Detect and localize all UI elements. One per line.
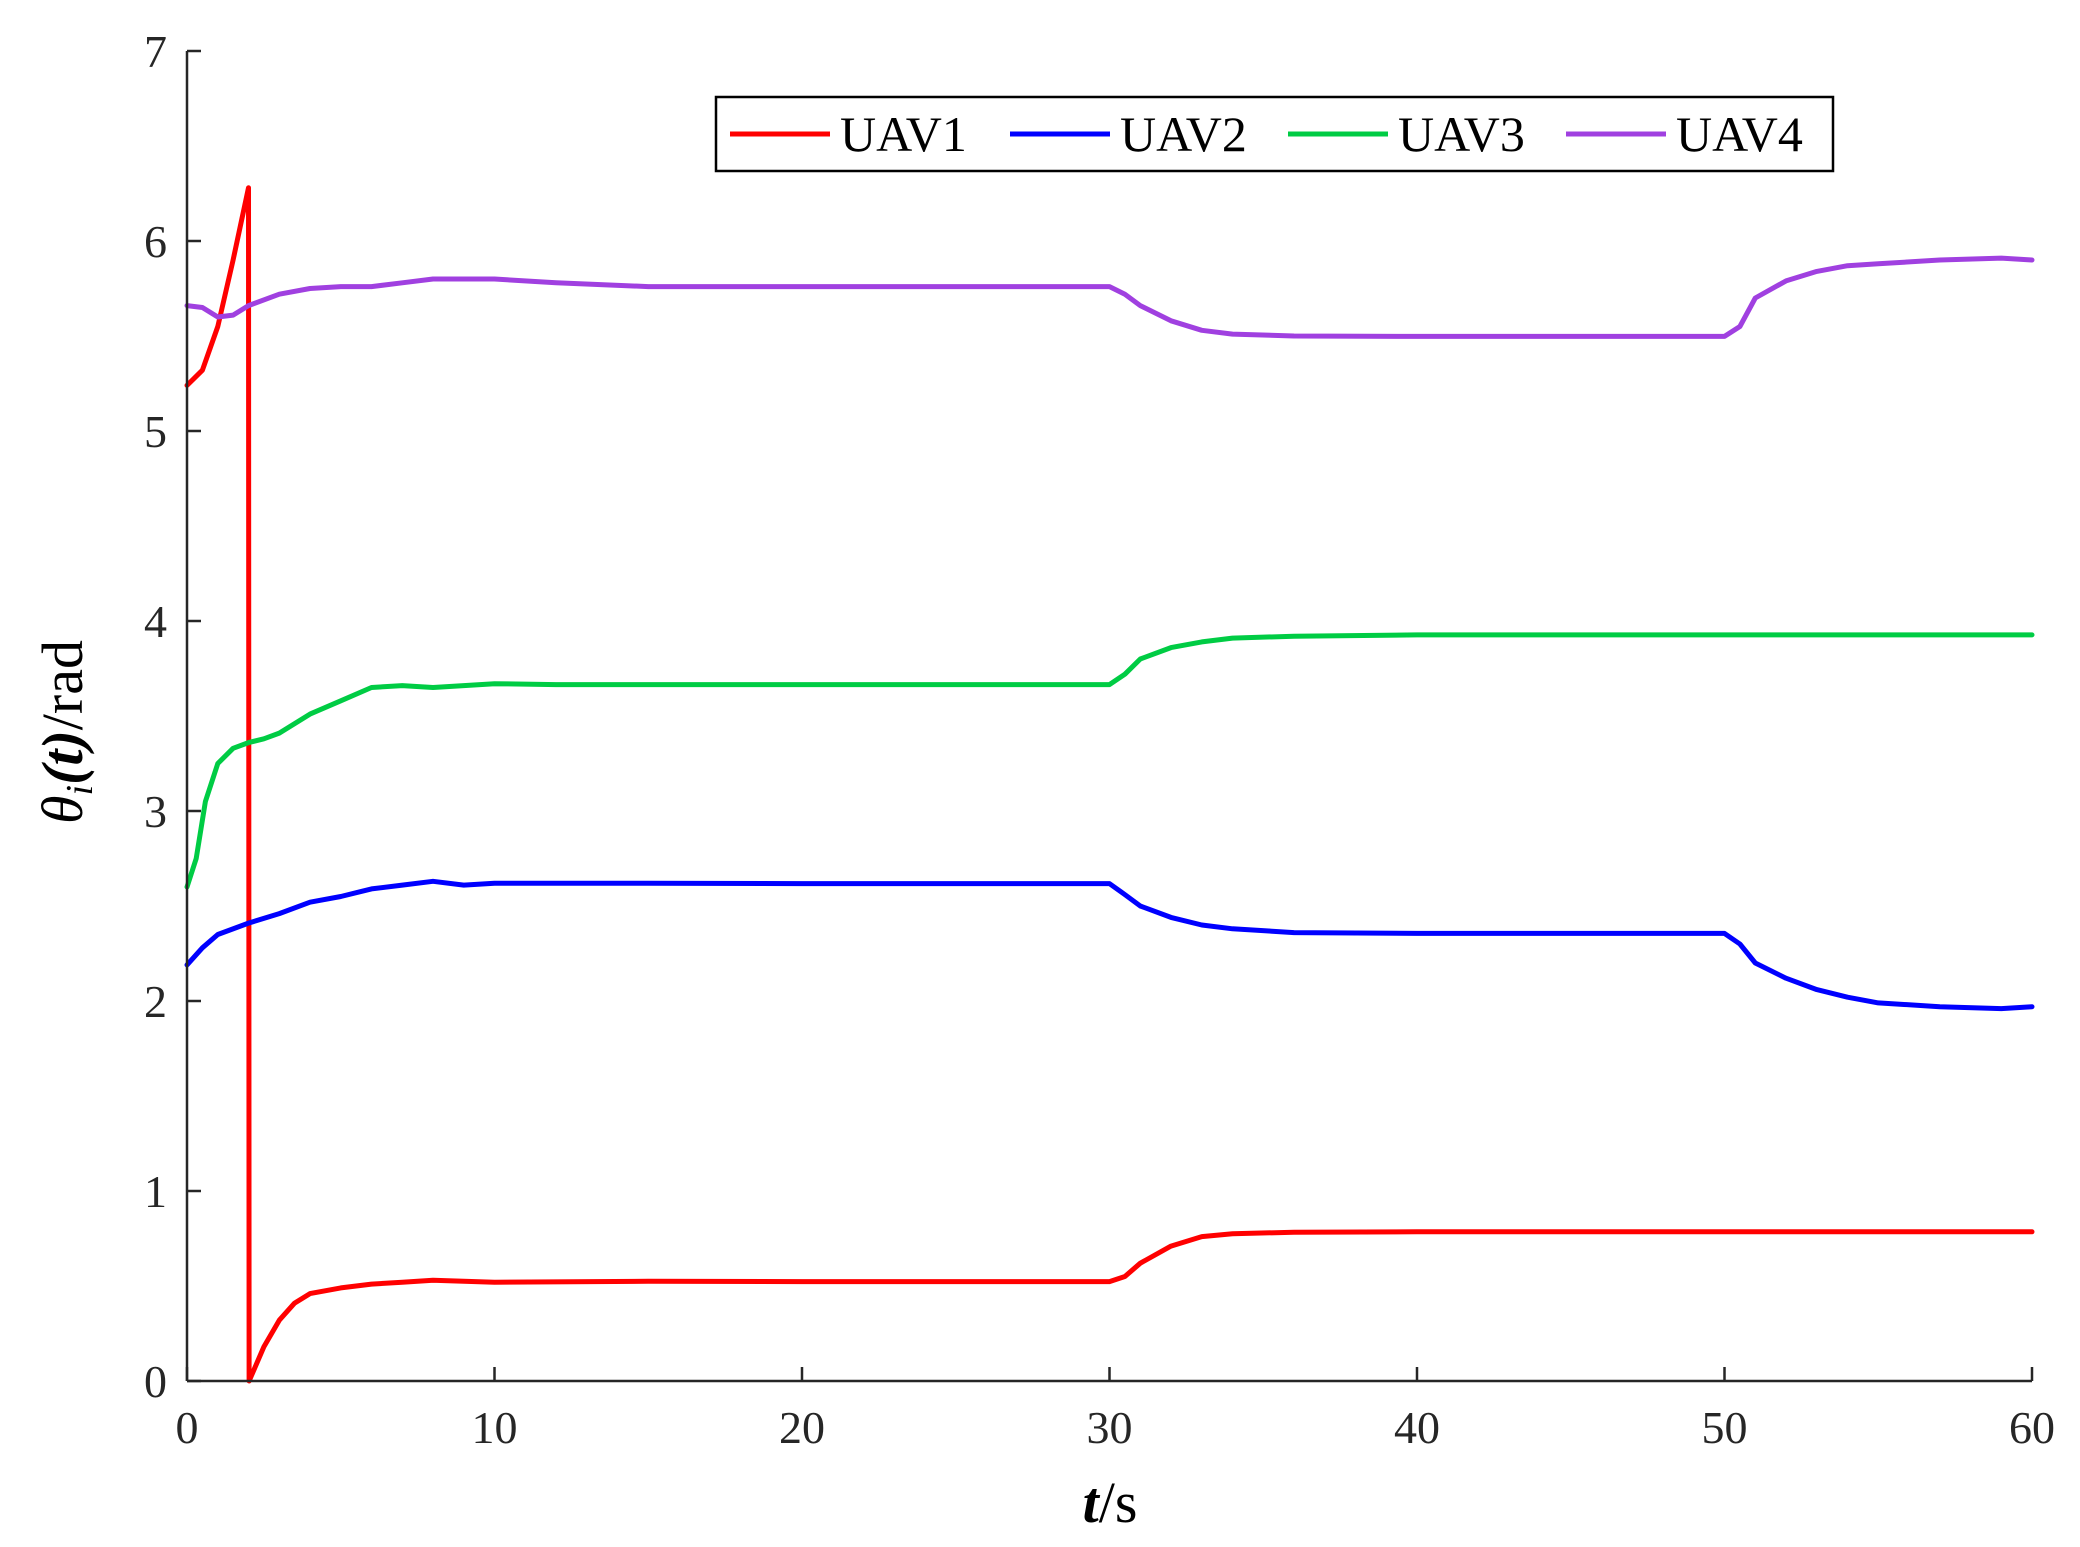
y-tick-label: 7 xyxy=(144,26,167,77)
series-layer xyxy=(184,185,2035,1384)
x-tick-label: 30 xyxy=(1087,1402,1133,1453)
x-axis-label: t/s xyxy=(1083,1470,1138,1535)
series-line-uav1 xyxy=(184,185,2035,1384)
x-tick-label: 60 xyxy=(2009,1402,2055,1453)
series-line-uav3 xyxy=(184,632,2035,890)
x-tick-label: 40 xyxy=(1394,1402,1440,1453)
x-tick-label: 10 xyxy=(472,1402,518,1453)
series-line-uav4 xyxy=(184,255,2035,339)
y-axis-label: θi(t)/rad xyxy=(30,640,101,824)
x-tick-label: 50 xyxy=(1702,1402,1748,1453)
x-tick-label: 20 xyxy=(779,1402,825,1453)
y-axis-label-unit: /rad xyxy=(30,640,95,730)
y-axis-label-subscript: i xyxy=(59,785,101,796)
y-tick-label: 0 xyxy=(144,1356,167,1407)
y-tick-label: 2 xyxy=(144,976,167,1027)
y-axis-label-symbol: θ xyxy=(30,795,95,824)
legend: UAV1 UAV2 UAV3 UAV4 xyxy=(714,95,1835,173)
legend-label-uav1: UAV1 xyxy=(840,106,967,162)
legend-label-uav2: UAV2 xyxy=(1120,106,1247,162)
legend-label-uav3: UAV3 xyxy=(1398,106,1525,162)
y-tick-label: 4 xyxy=(144,596,167,647)
y-tick-label: 1 xyxy=(144,1166,167,1217)
x-tick-label: 0 xyxy=(176,1402,199,1453)
y-tick-label: 5 xyxy=(144,406,167,457)
series-line-uav2 xyxy=(184,878,2035,1012)
y-tick-label: 6 xyxy=(144,216,167,267)
ticks-layer: 0 10 20 30 40 50 60 0 1 2 3 4 5 6 7 xyxy=(144,26,2055,1453)
x-axis-label-symbol: t xyxy=(1083,1470,1101,1535)
y-axis-label-argument: (t) xyxy=(30,730,95,785)
legend-label-uav4: UAV4 xyxy=(1676,106,1803,162)
x-axis-label-unit: /s xyxy=(1099,1470,1138,1535)
y-tick-label: 3 xyxy=(144,786,167,837)
